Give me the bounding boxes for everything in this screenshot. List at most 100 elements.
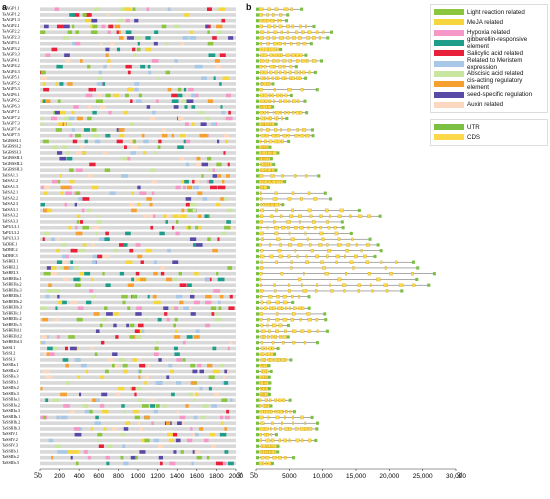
cis-element-block	[139, 427, 144, 431]
cds-block	[259, 318, 263, 322]
cds-block	[259, 99, 265, 103]
cis-element-block	[196, 455, 202, 460]
utr-block	[256, 88, 259, 92]
cis-element-block	[90, 427, 93, 431]
cis-element-block	[95, 99, 103, 103]
cds-block	[273, 30, 278, 34]
cds-block	[285, 53, 291, 57]
utr-block	[256, 116, 259, 121]
gene-label-a: TaSSIV.1	[2, 431, 18, 436]
gene-label-a: TaAGP1.1	[2, 6, 20, 11]
utr-block	[256, 341, 259, 345]
cis-element-block	[123, 36, 127, 40]
cis-element-block	[171, 133, 175, 138]
utr-block	[273, 352, 277, 356]
cds-block	[263, 145, 265, 149]
cis-element-block	[48, 438, 54, 443]
cds-block	[389, 272, 393, 276]
cis-element-block	[182, 358, 186, 362]
cis-element-block	[65, 59, 71, 63]
cds-block	[367, 272, 372, 276]
cis-element-block	[171, 99, 179, 103]
cis-element-block	[125, 421, 131, 425]
cis-element-block	[200, 415, 206, 420]
cds-block	[312, 36, 316, 40]
cds-block	[337, 237, 341, 241]
cds-block	[280, 53, 283, 57]
cds-block	[259, 427, 265, 431]
cis-element-block	[41, 340, 46, 345]
cds-block	[282, 59, 287, 63]
utr-block	[256, 456, 259, 460]
cis-element-block	[136, 306, 143, 310]
promoter-bar	[40, 266, 236, 270]
cis-element-block	[174, 24, 180, 29]
cis-element-block	[145, 47, 152, 52]
gene-label-a: TaSBEIIa.2	[2, 282, 22, 287]
cis-element-block	[223, 375, 226, 379]
promoter-bar	[40, 145, 236, 149]
cis-element-block	[150, 179, 157, 184]
cis-element-block	[139, 363, 146, 368]
cds-block	[276, 312, 279, 316]
utr-block	[325, 329, 329, 333]
cis-element-block	[190, 427, 193, 431]
utr-block	[313, 70, 317, 75]
cis-element-block	[123, 409, 127, 414]
cis-element-block	[139, 191, 147, 195]
utr-block	[256, 134, 259, 138]
promoter-bar	[40, 248, 236, 253]
cds-block	[269, 358, 274, 362]
cis-element-block	[205, 116, 210, 121]
cds-block	[264, 116, 267, 121]
promoter-bar	[40, 162, 236, 167]
cds-block	[302, 41, 307, 46]
utr-block	[312, 24, 316, 29]
cis-element-block	[204, 214, 209, 218]
cis-element-block	[154, 151, 157, 155]
cds-block	[289, 64, 293, 69]
cds-block	[305, 254, 308, 259]
utr-block	[256, 254, 259, 259]
cds-block	[296, 128, 299, 132]
cds-block	[269, 243, 272, 247]
legend-element-label: Auxin related	[467, 101, 504, 109]
cds-block	[287, 254, 291, 259]
cds-block	[260, 214, 264, 218]
utr-block	[256, 122, 259, 126]
cis-element-block	[161, 24, 167, 29]
cis-element-block	[70, 455, 73, 460]
cds-block	[266, 76, 270, 80]
cis-element-block	[99, 105, 106, 109]
utr-block	[256, 191, 259, 195]
cis-element-block	[113, 312, 119, 316]
cis-element-block	[135, 386, 142, 391]
utr-block	[256, 346, 259, 351]
cis-element-block	[75, 133, 81, 138]
promoter-bar	[40, 156, 236, 161]
cds-block	[290, 7, 293, 11]
cds-block	[306, 237, 309, 241]
cds-block	[291, 208, 294, 213]
cis-element-block	[164, 214, 170, 218]
gene-label-a: TaSSIIa.3	[2, 374, 19, 379]
cis-element-block	[200, 122, 207, 126]
cis-element-block	[103, 151, 108, 155]
cds-block	[294, 134, 299, 138]
cds-block	[265, 134, 269, 138]
cis-element-block	[193, 335, 200, 339]
cis-element-block	[215, 202, 221, 207]
cis-element-block	[79, 220, 84, 224]
cis-element-block	[228, 110, 231, 115]
cds-block	[266, 157, 269, 161]
gene-label-a: TaPUL3.2	[2, 230, 19, 235]
cis-element-block	[100, 340, 105, 345]
cis-element-block	[57, 450, 63, 454]
cds-block	[278, 438, 282, 443]
cis-element-block	[56, 64, 63, 69]
cds-block	[265, 438, 271, 443]
cis-element-block	[225, 415, 230, 420]
cds-block	[299, 110, 303, 115]
cds-block	[363, 254, 367, 259]
cds-block	[269, 398, 272, 402]
